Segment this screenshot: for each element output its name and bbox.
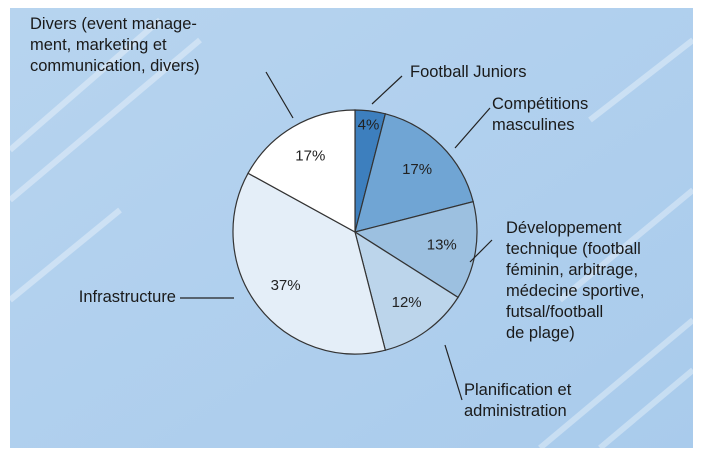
leader-line <box>469 239 493 263</box>
value-label: 13% <box>427 237 457 254</box>
leader-line <box>454 107 491 149</box>
pie-slice <box>353 200 478 299</box>
category-label: Planification et administration <box>464 381 572 420</box>
leader-line <box>265 71 294 119</box>
leader-line <box>444 344 463 401</box>
value-label: 4% <box>358 116 380 133</box>
category-label: Développement technique (football fémini… <box>506 219 645 342</box>
category-label: Divers (event manage- ment, marketing et… <box>30 15 200 75</box>
pie-slice <box>354 230 459 351</box>
pie-slice <box>354 113 474 233</box>
leader-line <box>371 75 403 105</box>
category-label: Infrastructure <box>78 288 176 306</box>
value-label: 12% <box>392 294 422 311</box>
value-label: 17% <box>295 147 325 164</box>
value-label: 37% <box>271 277 301 294</box>
value-label: 17% <box>402 161 432 178</box>
pie-slice <box>247 109 356 234</box>
stripes <box>8 17 695 451</box>
category-label: Football Juniors <box>410 63 527 81</box>
pie-slice <box>232 172 387 355</box>
category-label: Compétitions masculines <box>492 95 589 134</box>
